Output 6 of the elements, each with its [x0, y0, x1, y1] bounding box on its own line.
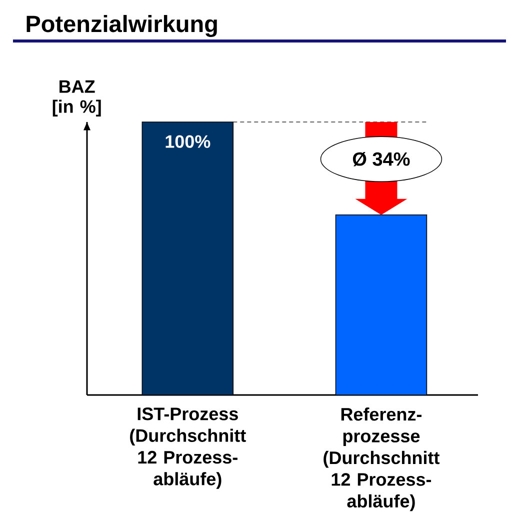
- chart-title: Potenzialwirkung: [26, 14, 217, 37]
- data-label: 100%: [166, 135, 210, 148]
- x-tick-label: Referenz-prozesse (Durchschnitt 12 Prozess-abläufe): [324, 408, 440, 512]
- annotation: Ø 34%: [352, 152, 410, 166]
- y-axis-title: BAZ [in %]: [52, 80, 101, 116]
- x-tick-label: IST-Prozess (Durchschnitt 12 Prozess-abläufe): [130, 408, 246, 489]
